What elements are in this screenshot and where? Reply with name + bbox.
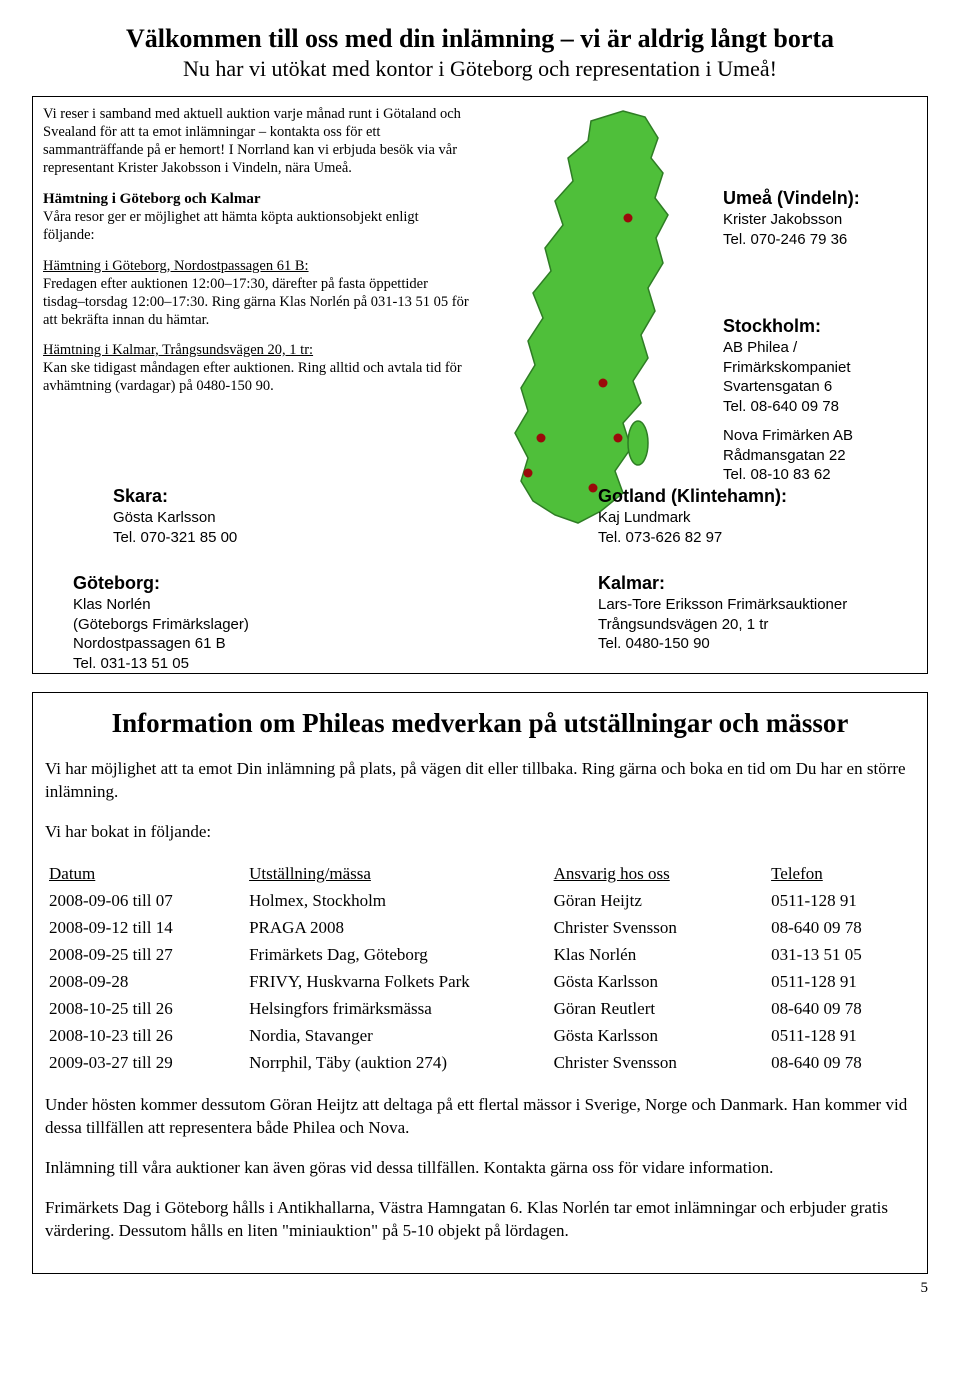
loc-kalmar-line3: Tel. 0480-150 90	[598, 634, 847, 654]
loc-kalmar-line2: Trångsundsvägen 20, 1 tr	[598, 615, 847, 635]
gotland-dot	[614, 434, 623, 443]
col-utstallning: Utställning/mässa	[245, 861, 550, 888]
table-cell: Norrphil, Täby (auktion 274)	[245, 1050, 550, 1077]
table-cell: FRIVY, Huskvarna Folkets Park	[245, 969, 550, 996]
loc-gotland-line2: Tel. 073-626 82 97	[598, 528, 787, 548]
loc-stockholm-line4: Nova Frimärken AB	[723, 426, 927, 446]
table-cell: Nordia, Stavanger	[245, 1023, 550, 1050]
loc-goteborg-title: Göteborg:	[73, 572, 249, 595]
hamtning-kalmar: Hämtning i Kalmar, Trångsundsvägen 20, 1…	[43, 341, 473, 395]
hamtning-kalmar-body: Kan ske tidigast måndagen efter auktione…	[43, 360, 462, 394]
table-cell: Gösta Karlsson	[550, 1023, 768, 1050]
map-gotland	[628, 421, 648, 465]
loc-kalmar-title: Kalmar:	[598, 572, 847, 595]
goteborg-dot	[524, 469, 533, 478]
hamtning-goteborg-underline: Hämtning i Göteborg, Nordostpassagen 61 …	[43, 258, 309, 274]
loc-stockholm: Stockholm: AB Philea / Frimärkskompaniet…	[723, 315, 927, 485]
loc-stockholm-line1: AB Philea / Frimärkskompaniet	[723, 338, 927, 377]
loc-skara-line2: Tel. 070-321 85 00	[113, 528, 237, 548]
loc-goteborg-line1: Klas Norlén	[73, 595, 249, 615]
table-cell: Holmex, Stockholm	[245, 888, 550, 915]
loc-stockholm-line5: Rådmansgatan 22	[723, 446, 927, 466]
info-heading: Information om Phileas medverkan på utst…	[45, 705, 915, 741]
kalmar-dot	[589, 484, 598, 493]
table-row: 2008-09-06 till 07Holmex, StockholmGöran…	[45, 888, 915, 915]
table-row: 2008-09-28FRIVY, Huskvarna Folkets ParkG…	[45, 969, 915, 996]
top-info-box: Vi reser i samband med aktuell auktion v…	[32, 96, 928, 674]
loc-stockholm-title: Stockholm:	[723, 315, 927, 338]
table-cell: 2008-09-25 till 27	[45, 942, 245, 969]
info-p5: Frimärkets Dag i Göteborg hålls i Antikh…	[45, 1197, 915, 1243]
table-cell: Klas Norlén	[550, 942, 768, 969]
table-cell: Helsingfors frimärksmässa	[245, 996, 550, 1023]
table-cell: Christer Svensson	[550, 1050, 768, 1077]
intro-paragraph: Vi reser i samband med aktuell auktion v…	[43, 105, 473, 178]
table-cell: Göran Reutlert	[550, 996, 768, 1023]
hamtning-lead: Våra resor ger er möjlighet att hämta kö…	[43, 208, 473, 244]
loc-goteborg-line2: (Göteborgs Frimärkslager)	[73, 615, 249, 635]
table-cell: 2008-10-25 till 26	[45, 996, 245, 1023]
loc-stockholm-line3: Tel. 08-640 09 78	[723, 397, 927, 417]
bottom-info-box: Information om Phileas medverkan på utst…	[32, 692, 928, 1274]
hamtning-goteborg-body: Fredagen efter auktionen 12:00–17:30, dä…	[43, 276, 469, 328]
stockholm-dot	[599, 379, 608, 388]
info-p4: Inlämning till våra auktioner kan även g…	[45, 1157, 915, 1180]
table-cell: 0511-128 91	[767, 888, 915, 915]
table-row: 2008-09-25 till 27Frimärkets Dag, Götebo…	[45, 942, 915, 969]
map-outline	[515, 111, 668, 523]
table-cell: 2008-10-23 till 26	[45, 1023, 245, 1050]
loc-goteborg: Göteborg: Klas Norlén (Göteborgs Frimärk…	[73, 572, 249, 673]
loc-goteborg-line4: Tel. 031-13 51 05	[73, 654, 249, 674]
hamtning-goteborg: Hämtning i Göteborg, Nordostpassagen 61 …	[43, 257, 473, 330]
loc-skara-line1: Gösta Karlsson	[113, 508, 237, 528]
loc-kalmar: Kalmar: Lars-Tore Eriksson Frimärksaukti…	[598, 572, 847, 654]
page-title: Välkommen till oss med din inlämning – v…	[32, 24, 928, 54]
col-datum: Datum	[45, 861, 245, 888]
table-cell: 2008-09-06 till 07	[45, 888, 245, 915]
col-ansvarig: Ansvarig hos oss	[550, 861, 768, 888]
loc-kalmar-line1: Lars-Tore Eriksson Frimärksauktioner	[598, 595, 847, 615]
loc-skara: Skara: Gösta Karlsson Tel. 070-321 85 00	[113, 485, 237, 547]
table-cell: Göran Heijtz	[550, 888, 768, 915]
table-cell: Christer Svensson	[550, 915, 768, 942]
loc-gotland-line1: Kaj Lundmark	[598, 508, 787, 528]
table-row: 2008-10-23 till 26Nordia, StavangerGösta…	[45, 1023, 915, 1050]
page-subtitle: Nu har vi utökat med kontor i Göteborg o…	[32, 56, 928, 82]
loc-umea: Umeå (Vindeln): Krister Jakobsson Tel. 0…	[723, 187, 860, 249]
loc-skara-title: Skara:	[113, 485, 237, 508]
table-row: 2009-03-27 till 29Norrphil, Täby (auktio…	[45, 1050, 915, 1077]
sweden-map	[473, 103, 713, 543]
table-cell: 08-640 09 78	[767, 996, 915, 1023]
col-telefon: Telefon	[767, 861, 915, 888]
table-cell: 2008-09-12 till 14	[45, 915, 245, 942]
loc-goteborg-line3: Nordostpassagen 61 B	[73, 634, 249, 654]
table-cell: 08-640 09 78	[767, 1050, 915, 1077]
loc-umea-title: Umeå (Vindeln):	[723, 187, 860, 210]
page-number: 5	[32, 1280, 928, 1297]
umea-dot	[624, 214, 633, 223]
info-p3: Under hösten kommer dessutom Göran Heijt…	[45, 1094, 915, 1140]
loc-umea-line1: Krister Jakobsson	[723, 210, 860, 230]
info-p1: Vi har möjlighet att ta emot Din inlämni…	[45, 758, 915, 804]
info-p2: Vi har bokat in följande:	[45, 821, 915, 844]
table-cell: Gösta Karlsson	[550, 969, 768, 996]
loc-umea-line2: Tel. 070-246 79 36	[723, 230, 860, 250]
loc-stockholm-line2: Svartensgatan 6	[723, 377, 927, 397]
table-cell: 08-640 09 78	[767, 915, 915, 942]
table-row: 2008-10-25 till 26Helsingfors frimärksmä…	[45, 996, 915, 1023]
table-cell: PRAGA 2008	[245, 915, 550, 942]
hamtning-kalmar-underline: Hämtning i Kalmar, Trångsundsvägen 20, 1…	[43, 342, 313, 358]
table-cell: 2009-03-27 till 29	[45, 1050, 245, 1077]
loc-stockholm-line6: Tel. 08-10 83 62	[723, 465, 927, 485]
table-cell: Frimärkets Dag, Göteborg	[245, 942, 550, 969]
events-table: Datum Utställning/mässa Ansvarig hos oss…	[45, 861, 915, 1077]
skara-dot	[537, 434, 546, 443]
table-cell: 2008-09-28	[45, 969, 245, 996]
table-cell: 031-13 51 05	[767, 942, 915, 969]
table-cell: 0511-128 91	[767, 1023, 915, 1050]
loc-gotland-title: Gotland (Klintehamn):	[598, 485, 787, 508]
table-row: 2008-09-12 till 14PRAGA 2008Christer Sve…	[45, 915, 915, 942]
loc-gotland: Gotland (Klintehamn): Kaj Lundmark Tel. …	[598, 485, 787, 547]
table-cell: 0511-128 91	[767, 969, 915, 996]
